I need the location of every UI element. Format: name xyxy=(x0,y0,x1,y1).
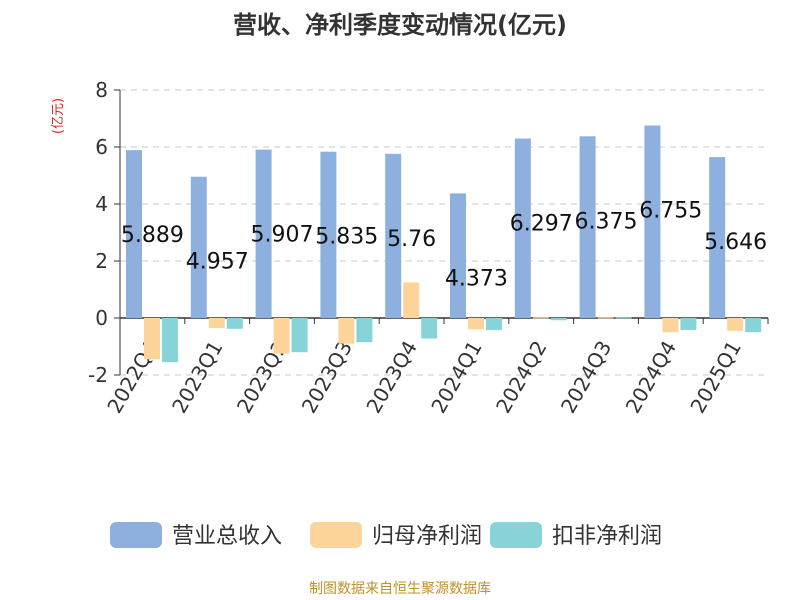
legend-swatch xyxy=(310,522,362,548)
y-tick-label: -2 xyxy=(88,363,108,387)
legend-label: 扣非净利润 xyxy=(552,524,662,549)
x-tick-label: 2024Q4 xyxy=(621,337,681,418)
y-tick-label: 6 xyxy=(95,135,108,159)
x-tick-label: 2024Q2 xyxy=(491,337,551,418)
bar xyxy=(597,317,614,319)
bar xyxy=(745,318,762,333)
data-label: 6.755 xyxy=(639,198,702,223)
bar xyxy=(291,318,308,353)
data-label: 6.297 xyxy=(510,212,573,237)
bar xyxy=(208,318,225,328)
x-tick-label: 2025Q1 xyxy=(685,337,745,418)
y-tick-label: 8 xyxy=(95,78,108,102)
data-label: 5.835 xyxy=(315,225,378,250)
bar xyxy=(273,318,290,354)
bar xyxy=(680,318,697,330)
legend-item[interactable]: 扣非净利润 xyxy=(490,522,662,549)
bar xyxy=(320,151,337,318)
legend[interactable]: 营业总收入 归母净利润 扣非净利润 xyxy=(110,522,662,549)
legend-label: 营业总收入 xyxy=(172,524,282,549)
y-tick-label: 2 xyxy=(95,249,108,273)
bar xyxy=(385,153,402,318)
x-tick-label: 2023Q4 xyxy=(361,337,421,418)
bar xyxy=(162,318,178,363)
x-tick-label: 2024Q3 xyxy=(556,337,616,418)
bar xyxy=(615,317,632,319)
bar xyxy=(356,318,373,343)
x-tick-label: 2024Q1 xyxy=(426,337,486,418)
data-label: 5.907 xyxy=(251,223,314,248)
data-label: 5.76 xyxy=(387,227,436,252)
bar xyxy=(403,282,420,318)
bar xyxy=(421,318,438,339)
data-label: 5.889 xyxy=(121,223,184,248)
bar xyxy=(486,318,502,330)
bar xyxy=(644,125,661,318)
legend-item[interactable]: 营业总收入 xyxy=(110,522,282,549)
chart-title: 营收、净利季度变动情况(亿元) xyxy=(233,11,567,39)
bar xyxy=(727,318,744,331)
bar xyxy=(255,149,272,318)
bar xyxy=(144,318,160,360)
y-tick-label: 4 xyxy=(95,192,108,216)
bar xyxy=(532,317,549,319)
data-source-note: 制图数据来自恒生聚源数据库 xyxy=(309,581,491,597)
y-axis-label: (亿元) xyxy=(51,98,66,134)
bar xyxy=(126,150,142,318)
bar xyxy=(468,318,484,330)
y-tick-label: 0 xyxy=(95,306,108,330)
bar xyxy=(579,136,596,318)
data-label: 6.375 xyxy=(575,209,638,234)
legend-swatch xyxy=(490,522,542,548)
bar xyxy=(338,318,355,344)
data-label: 4.957 xyxy=(186,250,249,275)
bar xyxy=(226,318,243,329)
data-label: 4.373 xyxy=(445,266,508,291)
legend-item[interactable]: 归母净利润 xyxy=(310,522,482,549)
bar xyxy=(550,318,567,321)
bars xyxy=(126,125,762,363)
bar xyxy=(709,157,726,318)
legend-swatch xyxy=(110,522,162,548)
bar xyxy=(450,193,466,318)
bar xyxy=(662,318,679,333)
bar xyxy=(190,176,207,318)
bar xyxy=(514,138,531,318)
data-label: 5.646 xyxy=(704,230,767,255)
legend-label: 归母净利润 xyxy=(372,524,482,549)
